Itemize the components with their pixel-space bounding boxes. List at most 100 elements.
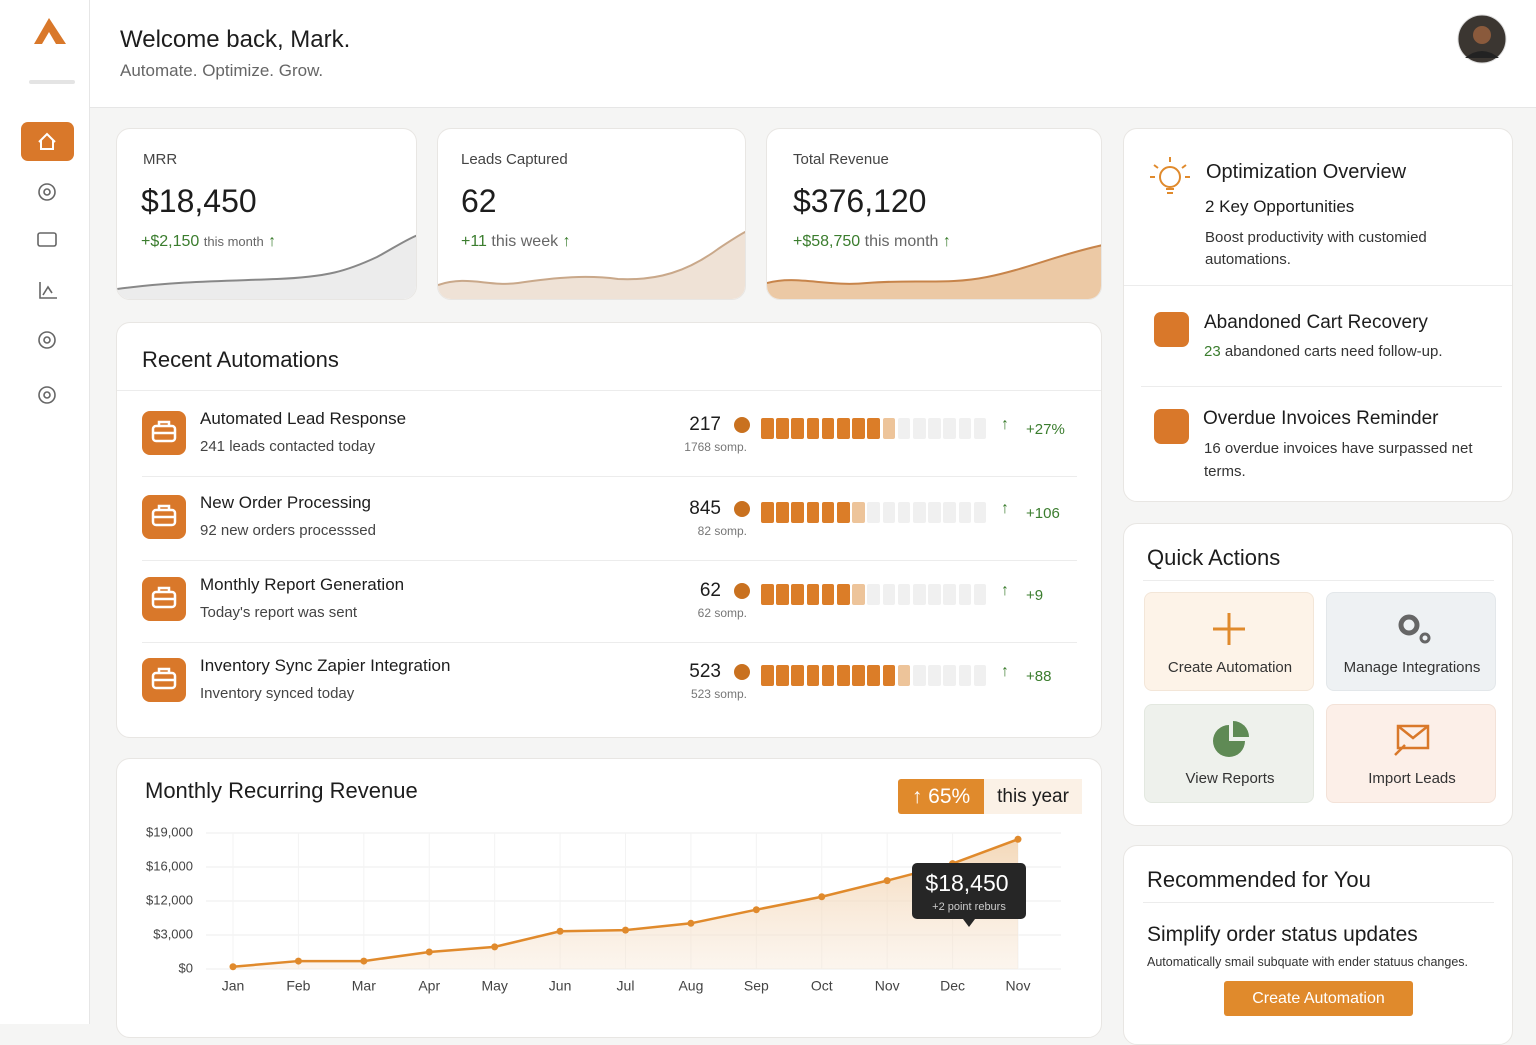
progress-segment — [821, 584, 835, 605]
tooltip-note: +2 point reburs — [932, 901, 1006, 913]
y-tick-label: $16,000 — [146, 858, 193, 873]
automation-detail: 92 new orders processsed — [200, 522, 376, 539]
x-tick-label: Aug — [678, 978, 703, 994]
automation-detail: Inventory synced today — [200, 685, 355, 702]
row-divider — [142, 476, 1077, 477]
progress-segment — [928, 665, 941, 686]
progress-segment — [776, 665, 789, 686]
chart-icon[interactable] — [39, 282, 57, 299]
divider — [1141, 386, 1502, 387]
progress-segment — [761, 502, 774, 523]
progress-segment — [776, 418, 789, 439]
action-tile[interactable]: Import Leads — [1326, 704, 1496, 803]
automation-change: +9 — [1026, 587, 1044, 604]
progress-bar — [761, 665, 987, 686]
item-text: 16 overdue invoices have surpassed net t… — [1204, 440, 1473, 480]
progress-segment — [943, 584, 956, 605]
row-divider — [142, 560, 1077, 561]
x-tick-label: Feb — [286, 978, 310, 994]
section-title: Recent Automations — [142, 347, 339, 372]
stat-change: +11 — [461, 233, 487, 250]
status-dot — [734, 583, 750, 599]
avatar[interactable] — [1457, 14, 1507, 64]
trend-arrow: ↑ — [1001, 663, 1009, 680]
automation-name: Automated Lead Response — [200, 409, 407, 428]
progress-segment — [973, 665, 987, 686]
progress-segment — [852, 665, 865, 686]
progress-segment — [882, 418, 896, 439]
progress-segment — [806, 418, 820, 439]
x-tick-label: Sep — [744, 978, 769, 994]
card-title: Quick Actions — [1147, 545, 1281, 570]
logo — [34, 18, 66, 44]
progress-segment — [973, 502, 987, 523]
progress-bar — [761, 502, 987, 523]
item-title: Overdue Invoices Reminder — [1203, 408, 1439, 429]
point — [556, 927, 564, 935]
x-tick-label: Nov — [875, 978, 900, 994]
home-button[interactable] — [21, 122, 74, 161]
progress-segment — [837, 584, 850, 605]
recommendation-text: Automatically smail subquate with ender … — [1147, 955, 1469, 969]
recommended-card: Recommended for You Simplify order statu… — [1123, 845, 1513, 1045]
stat-period: this month — [203, 234, 264, 249]
stat-period: this month — [864, 233, 939, 250]
action-tile[interactable]: Manage Integrations — [1326, 592, 1496, 691]
item-title: Abandoned Cart Recovery — [1204, 312, 1428, 333]
automation-sub: 82 somp. — [697, 524, 747, 538]
stat-value: $18,450 — [141, 183, 257, 219]
action-tile[interactable]: Create Automation — [1144, 592, 1314, 691]
progress-segment — [761, 584, 774, 605]
progress-segment — [821, 418, 835, 439]
x-tick-label: Oct — [811, 978, 833, 994]
automation-icon — [142, 495, 186, 539]
automations-card: Recent Automations Automated Lead Respon… — [116, 322, 1102, 738]
progress-segment — [943, 665, 956, 686]
stat-label: MRR — [143, 151, 178, 168]
automation-sub: 62 somp. — [697, 606, 747, 620]
create-button[interactable]: Create Automation — [1224, 981, 1413, 1016]
progress-segment — [791, 418, 804, 439]
point — [883, 877, 891, 885]
status-dot — [734, 501, 750, 517]
divider — [117, 390, 1101, 391]
y-tick-label: $3,000 — [153, 926, 193, 941]
progress-segment — [958, 502, 972, 523]
progress-segment — [867, 502, 880, 523]
progress-segment — [913, 418, 926, 439]
automation-count: 62 — [699, 580, 721, 601]
x-tick-label: Nov — [1006, 978, 1031, 994]
stat-value: 62 — [461, 183, 497, 219]
settings-icon[interactable] — [38, 183, 56, 201]
home-icon — [38, 132, 56, 150]
automation-change: +88 — [1026, 668, 1052, 685]
growth-value: 65% — [928, 785, 971, 808]
bulb-icon — [1150, 157, 1190, 194]
header — [90, 0, 1536, 108]
progress-segment — [806, 584, 820, 605]
settings-icon[interactable] — [38, 331, 56, 349]
progress-segment — [913, 584, 926, 605]
automation-count: 217 — [689, 414, 721, 435]
divider — [1143, 902, 1494, 903]
item-text: abandoned carts need follow-up. — [1224, 343, 1443, 360]
contacts-icon[interactable] — [37, 232, 57, 247]
settings-icon[interactable] — [38, 386, 56, 404]
action-tile[interactable]: View Reports — [1144, 704, 1314, 803]
sidebar — [0, 0, 90, 1024]
automation-icon — [142, 658, 186, 702]
progress-segment — [882, 584, 896, 605]
action-label: Import Leads — [1368, 770, 1456, 787]
area — [233, 839, 1018, 969]
sparkline — [767, 244, 1101, 299]
item-highlight: 23 — [1204, 343, 1221, 360]
progress-segment — [943, 418, 956, 439]
welcome-subtitle: Automate. Optimize. Grow. — [120, 61, 324, 80]
sidebar-icons — [21, 18, 75, 404]
progress-bar — [761, 584, 987, 605]
point — [687, 919, 695, 927]
x-tick-label: Apr — [418, 978, 440, 994]
stat-card: Leads Captured 62 +11 this week ↑ — [437, 128, 746, 300]
automation-sub: 1768 somp. — [684, 440, 747, 454]
progress-segment — [821, 665, 835, 686]
